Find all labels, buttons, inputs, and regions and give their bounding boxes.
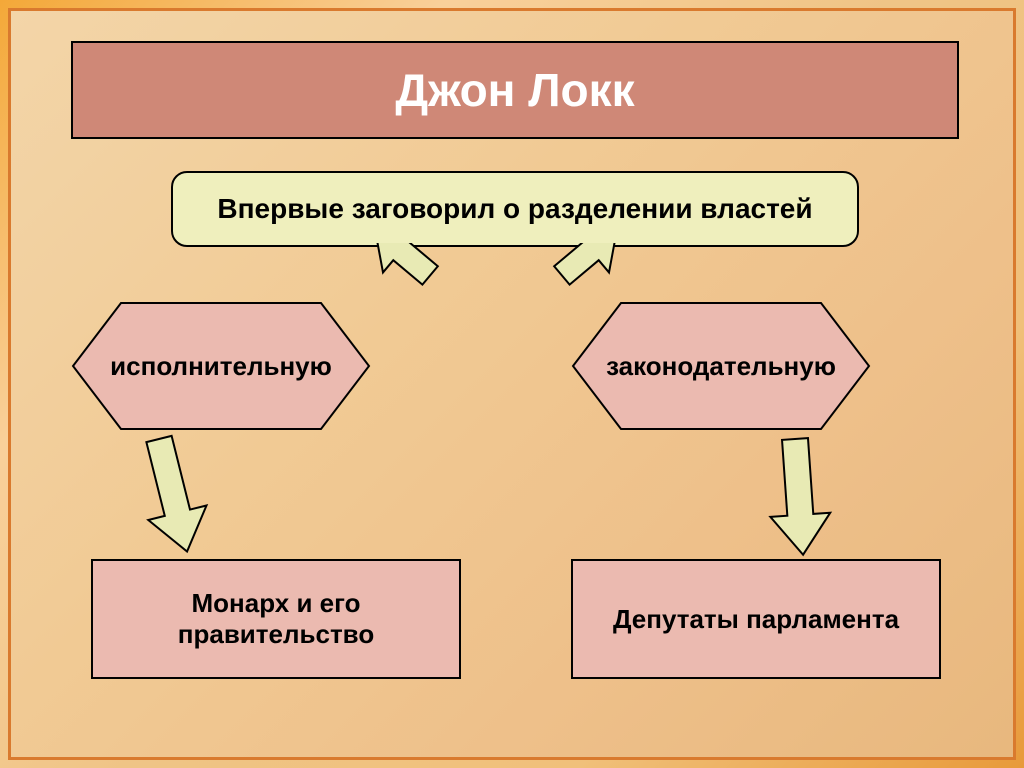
slide-background: Джон Локк Впервые заговорил о разделении… [0,0,1024,768]
hexagon-right-label: законодательную [571,301,871,431]
subtitle-text: Впервые заговорил о разделении властей [217,193,812,225]
box-left: Монарх и его правительство [91,559,461,679]
slide-frame: Джон Локк Впервые заговорил о разделении… [8,8,1016,760]
box-right: Депутаты парламента [571,559,941,679]
hexagon-left-label: исполнительную [71,301,371,431]
arrow-bottom-left [111,429,231,559]
box-right-label: Депутаты парламента [603,604,909,635]
hexagon-left: исполнительную [71,301,371,431]
box-left-label: Монарх и его правительство [93,588,459,650]
subtitle-box: Впервые заговорил о разделении властей [171,171,859,247]
hexagon-right: законодательную [571,301,871,431]
arrow-bottom-right [751,429,851,559]
title-box: Джон Локк [71,41,959,139]
title-text: Джон Локк [395,63,634,117]
